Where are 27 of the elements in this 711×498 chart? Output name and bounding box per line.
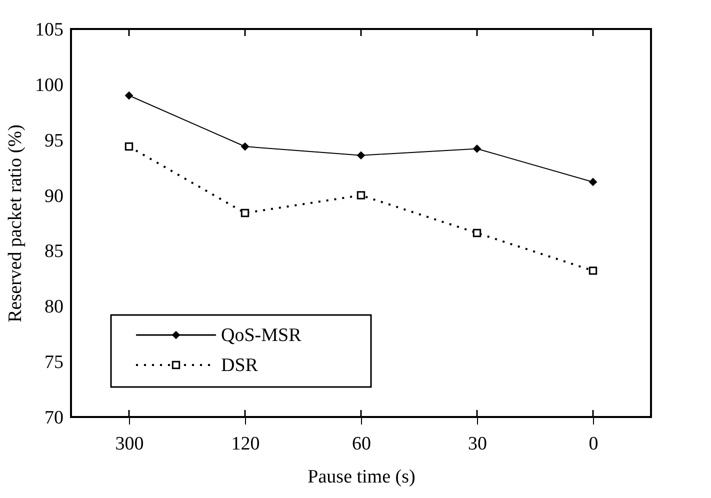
point bbox=[124, 91, 134, 100]
x-tick-label: 300 bbox=[115, 434, 144, 454]
point bbox=[588, 266, 598, 275]
x-tick-label: 0 bbox=[588, 434, 598, 454]
y-tick-label: 80 bbox=[44, 296, 64, 318]
point bbox=[472, 228, 482, 238]
y-tick-label: 85 bbox=[44, 241, 64, 262]
y-tick-label: 95 bbox=[44, 130, 64, 152]
point bbox=[240, 142, 250, 151]
point bbox=[356, 191, 366, 200]
legend-label: DSR bbox=[221, 355, 258, 376]
x-axis-title: Pause time (s) bbox=[308, 466, 416, 488]
y-tick-label: 90 bbox=[44, 186, 64, 207]
legend-label: QoS-MSR bbox=[221, 325, 302, 346]
point bbox=[240, 208, 250, 218]
point bbox=[124, 142, 134, 151]
y-axis-title: Reserved packet ratio (%) bbox=[5, 124, 26, 322]
y-tick-label: 75 bbox=[44, 352, 64, 374]
y-tick-label: 70 bbox=[44, 408, 64, 428]
y-tick-label: 100 bbox=[35, 74, 64, 96]
point bbox=[472, 144, 482, 153]
point bbox=[588, 178, 598, 186]
y-tick-label: 105 bbox=[35, 20, 64, 40]
point bbox=[356, 151, 366, 160]
x-tick-label: 120 bbox=[231, 434, 260, 454]
x-tick-label: 30 bbox=[468, 434, 487, 454]
x-tick-label: 60 bbox=[352, 434, 371, 454]
